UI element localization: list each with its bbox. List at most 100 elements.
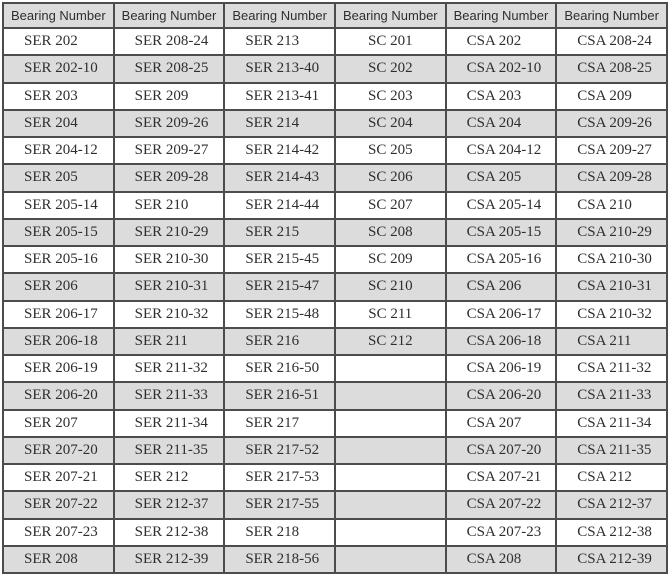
table-cell: SER 211-34 <box>112 408 226 438</box>
table-row-header: Bearing Number Bearing Number Bearing Numb… <box>2 2 668 29</box>
table-cell: SER 213-40 <box>223 54 336 84</box>
table-cell: SER 215-47 <box>223 272 336 302</box>
table-row: SER 205-15 SER 210-29 SER 215 SC 208 CSA 205… <box>2 217 668 248</box>
table-cell: CSA 210-30 <box>555 244 668 275</box>
table-cell: CSA 205-16 <box>444 244 558 275</box>
table-cell: CSA 210-31 <box>555 272 668 302</box>
column-header: Bearing Number <box>555 2 668 29</box>
table-cell: SER 212-39 <box>112 544 226 575</box>
table-cell: CSA 209-27 <box>555 135 668 166</box>
table-cell: SER 214-42 <box>223 135 336 166</box>
table-row: SER 206-19 SER 211-32 SER 216-50 CSA 206-19… <box>2 353 668 384</box>
table-cell: SER 202-10 <box>2 54 115 84</box>
column-header: Bearing Number <box>333 2 447 29</box>
table-cell: SC 207 <box>333 190 447 220</box>
table-cell-empty <box>333 408 447 438</box>
table-cell: SC 209 <box>333 244 447 275</box>
table-cell: SER 210-29 <box>112 217 226 248</box>
table-row: SER 207-23 SER 212-38 SER 218 CSA 207-23 CSA… <box>2 517 668 547</box>
table-cell: CSA 212-38 <box>555 517 668 547</box>
table-row: SER 206-20 SER 211-33 SER 216-51 CSA 206-20… <box>2 381 668 411</box>
table-cell: CSA 203 <box>444 81 558 111</box>
table-cell: CSA 211-33 <box>555 381 668 411</box>
table-cell: SER 208-25 <box>112 54 226 84</box>
table-cell: SER 209 <box>112 81 226 111</box>
table-cell: CSA 211-32 <box>555 353 668 384</box>
table-cell: CSA 210-32 <box>555 299 668 329</box>
table-cell: SER 210 <box>112 190 226 220</box>
table-cell: SER 214-43 <box>223 163 336 193</box>
table-body: SER 202 SER 208-24 SER 213 SC 201 CSA 202 CSA… <box>2 26 668 575</box>
column-header: Bearing Number <box>444 2 558 29</box>
table-cell: SER 206-20 <box>2 381 115 411</box>
table-cell: CSA 212-37 <box>555 490 668 520</box>
table-row: SER 205-14 SER 210 SER 214-44 SC 207 CSA 205… <box>2 190 668 220</box>
table-cell: CSA 211 <box>555 326 668 357</box>
table-cell: SC 201 <box>333 26 447 57</box>
column-header: Bearing Number <box>2 2 115 29</box>
table-row: SER 208 SER 212-39 SER 218-56 CSA 208 CSA 21… <box>2 544 668 575</box>
table-cell: SC 212 <box>333 326 447 357</box>
table-cell: SER 205-16 <box>2 244 115 275</box>
table-cell: SC 203 <box>333 81 447 111</box>
table-cell: CSA 207-22 <box>444 490 558 520</box>
table-cell-empty <box>333 544 447 575</box>
table-cell: CSA 212 <box>555 462 668 493</box>
table-cell: CSA 206-17 <box>444 299 558 329</box>
table-cell: SER 207-23 <box>2 517 115 547</box>
table-cell: SC 211 <box>333 299 447 329</box>
table-header-row: Bearing Number Bearing Number Bearing Numb… <box>2 2 668 29</box>
table-cell: SER 216-51 <box>223 381 336 411</box>
table-cell: SC 202 <box>333 54 447 84</box>
table-cell: SER 204 <box>2 108 115 139</box>
table-cell: CSA 208 <box>444 544 558 575</box>
table-cell: SER 216-50 <box>223 353 336 384</box>
table-cell: CSA 205 <box>444 163 558 193</box>
table-cell: CSA 207 <box>444 408 558 438</box>
table-cell: SER 210-31 <box>112 272 226 302</box>
table-cell: CSA 206-19 <box>444 353 558 384</box>
table-cell: SER 217-52 <box>223 435 336 466</box>
table-cell: SER 206-17 <box>2 299 115 329</box>
table-cell-empty <box>333 490 447 520</box>
table-cell: CSA 207-20 <box>444 435 558 466</box>
table-cell: CSA 209-26 <box>555 108 668 139</box>
table-row: SER 205 SER 209-28 SER 214-43 SC 206 CSA 205… <box>2 163 668 193</box>
table-cell: SER 211-32 <box>112 353 226 384</box>
table-cell: CSA 206-18 <box>444 326 558 357</box>
table-cell: SER 207-22 <box>2 490 115 520</box>
table-cell: SER 211-33 <box>112 381 226 411</box>
table-cell: SER 213 <box>223 26 336 57</box>
table-cell: SER 204-12 <box>2 135 115 166</box>
table-cell: CSA 211-34 <box>555 408 668 438</box>
table-row: SER 207-21 SER 212 SER 217-53 CSA 207-21 CSA… <box>2 462 668 493</box>
table-cell: SER 212 <box>112 462 226 493</box>
table-cell: SC 204 <box>333 108 447 139</box>
table-cell: SER 206-18 <box>2 326 115 357</box>
column-header: Bearing Number <box>112 2 226 29</box>
table-row: SER 202-10 SER 208-25 SER 213-40 SC 202 CSA … <box>2 54 668 84</box>
table-row: SER 207-20 SER 211-35 SER 217-52 CSA 207-20… <box>2 435 668 466</box>
table-cell: SER 210-30 <box>112 244 226 275</box>
table-cell: CSA 209 <box>555 81 668 111</box>
table-cell: CSA 202 <box>444 26 558 57</box>
table-cell: CSA 204 <box>444 108 558 139</box>
table-cell: SER 214-44 <box>223 190 336 220</box>
table-cell: SER 211 <box>112 326 226 357</box>
table-cell: SC 208 <box>333 217 447 248</box>
table-cell: SER 207-21 <box>2 462 115 493</box>
table-cell: SER 215 <box>223 217 336 248</box>
table-cell: CSA 207-23 <box>444 517 558 547</box>
table-cell-empty <box>333 381 447 411</box>
table-cell: SER 218-56 <box>223 544 336 575</box>
column-header: Bearing Number <box>223 2 336 29</box>
table-row: SER 204 SER 209-26 SER 214 SC 204 CSA 204 CSA… <box>2 108 668 139</box>
table-cell: SER 205-14 <box>2 190 115 220</box>
table-cell: SER 212-37 <box>112 490 226 520</box>
table-cell-empty <box>333 353 447 384</box>
table-cell: SER 205 <box>2 163 115 193</box>
table-cell: SER 208-24 <box>112 26 226 57</box>
table-cell: SER 207-20 <box>2 435 115 466</box>
